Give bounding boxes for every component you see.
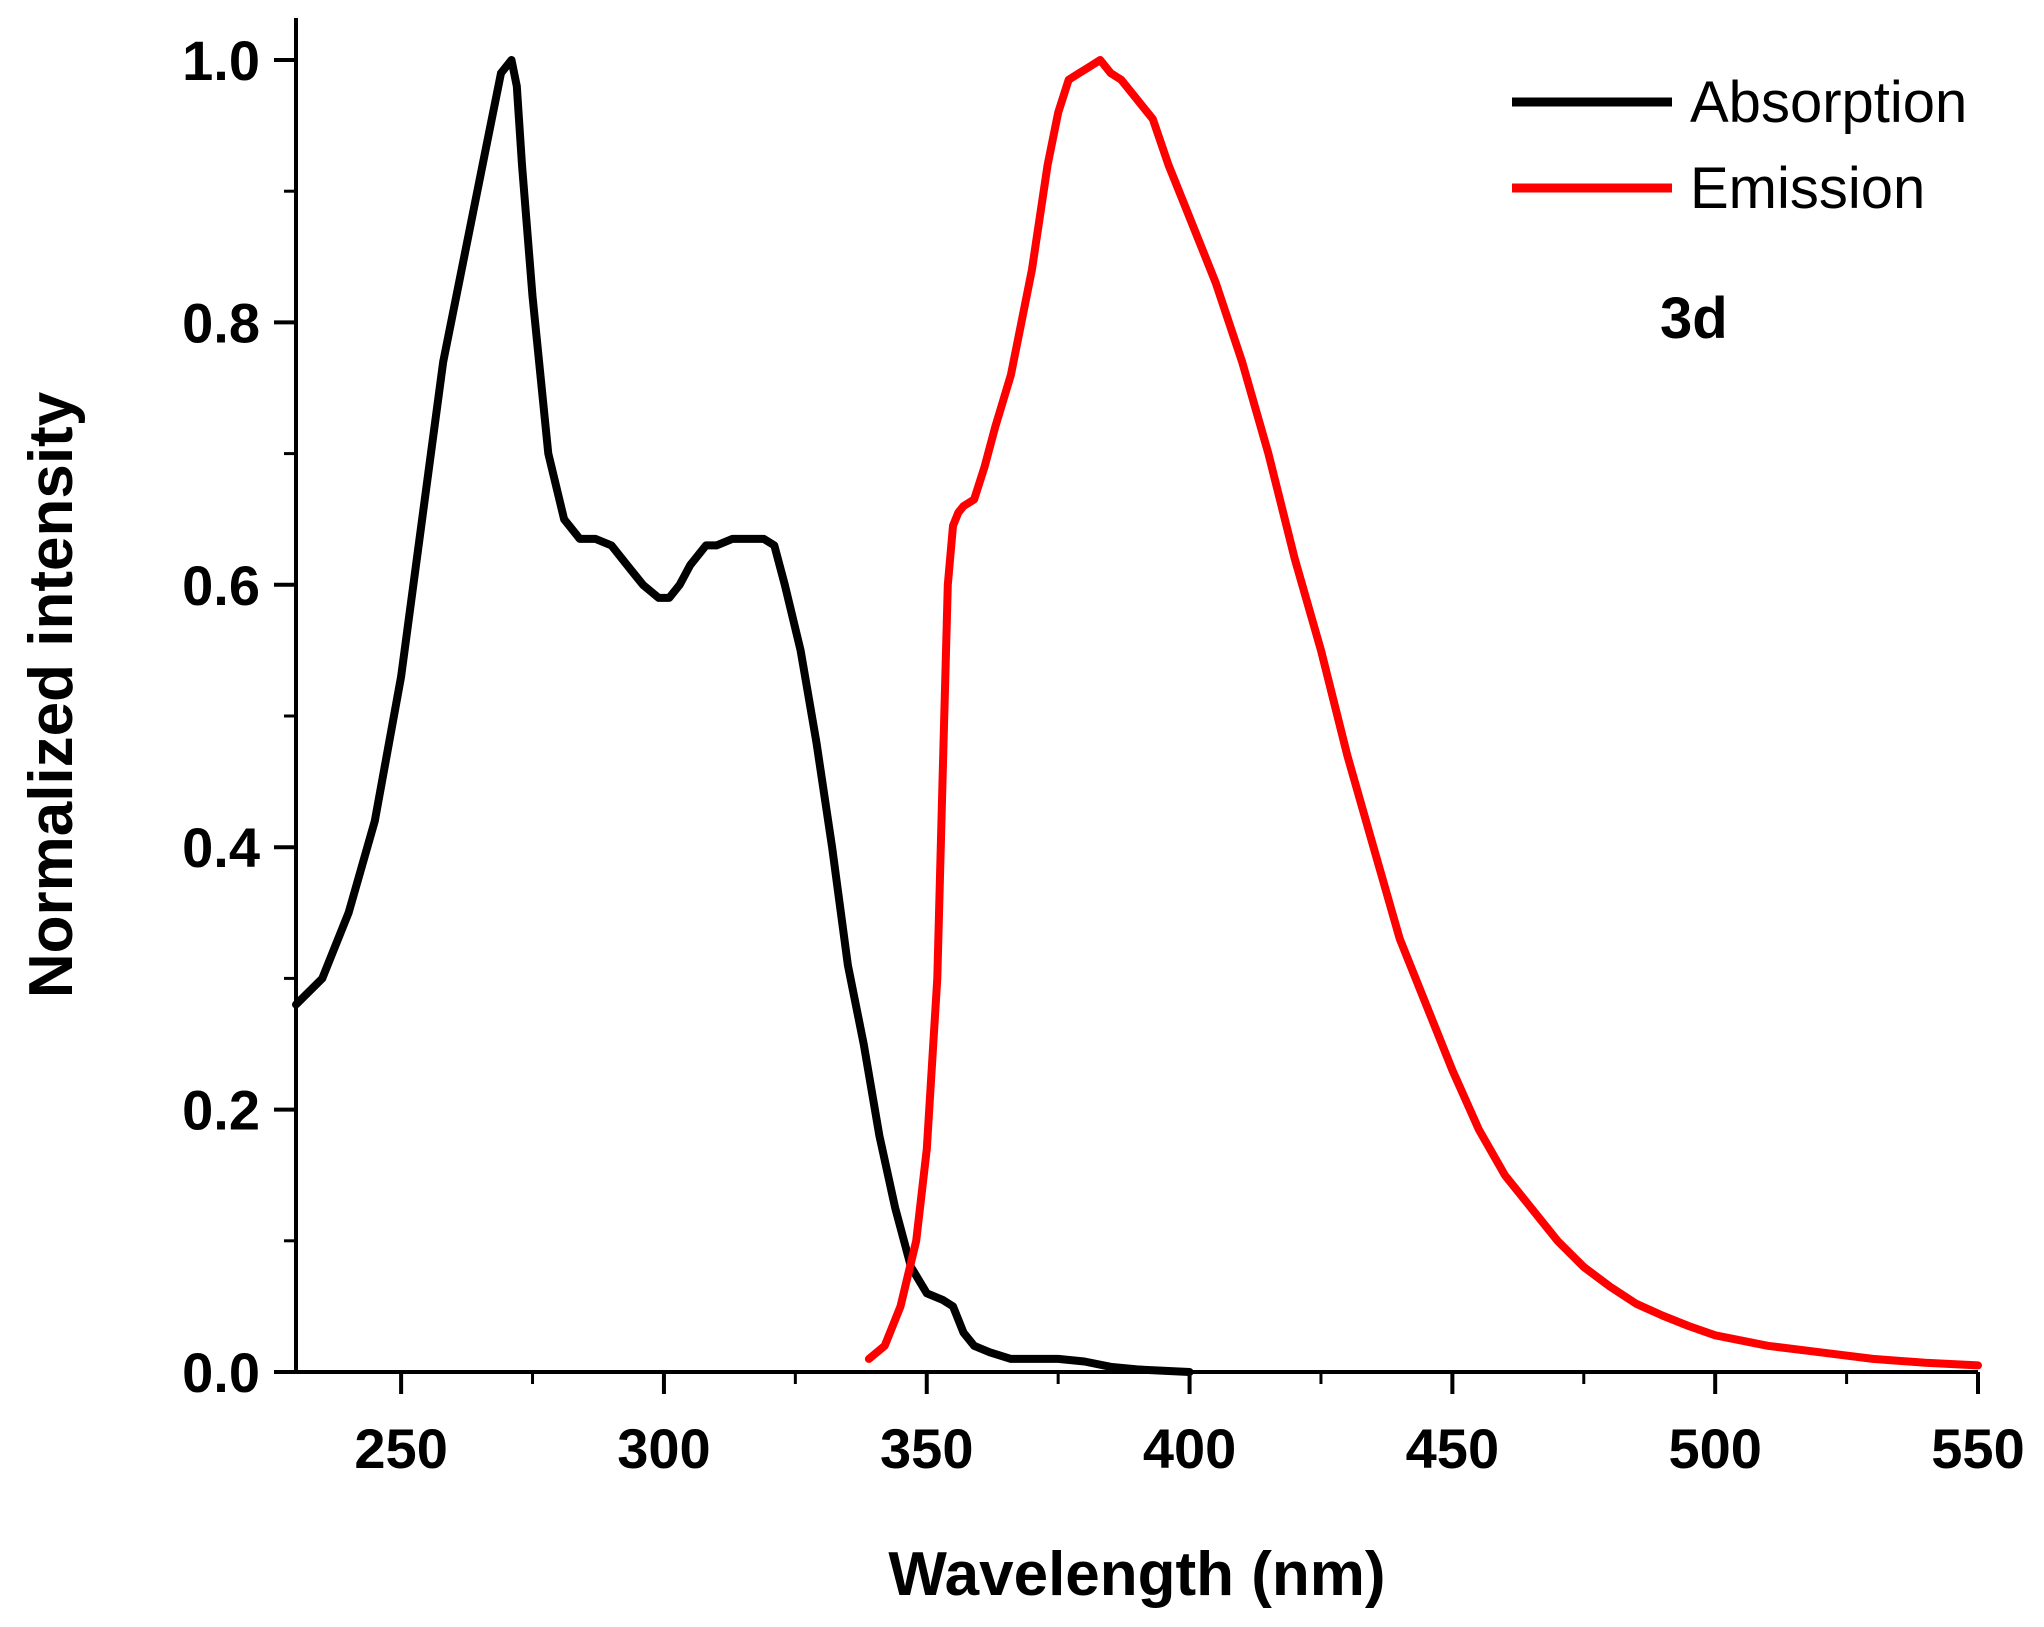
y-axis-title: Normalized intensity (17, 391, 86, 998)
y-tick-label-0.6: 0.6 (182, 554, 260, 617)
series-lines (292, 56, 1982, 1376)
x-tick-label-300: 300 (617, 1417, 710, 1480)
series-line-emission (864, 56, 1982, 1370)
x-tick-label-350: 350 (880, 1417, 973, 1480)
y-tick-label-0.2: 0.2 (182, 1079, 260, 1142)
x-axis-title: Wavelength (nm) (888, 1540, 1385, 1609)
legend-label-absorption: Absorption (1690, 70, 1967, 135)
y-tick-label-0: 0.0 (182, 1341, 260, 1404)
x-tick-label-550: 550 (1931, 1417, 2024, 1480)
series-line-absorption (292, 56, 1194, 1376)
y-tick-label-0.8: 0.8 (182, 291, 260, 354)
axes (294, 18, 1978, 1374)
x-tick-label-450: 450 (1406, 1417, 1499, 1480)
x-tick-label-400: 400 (1143, 1417, 1236, 1480)
y-tick-label-1: 1.0 (182, 29, 260, 92)
legend: Absorption Emission (1512, 70, 1967, 221)
x-tick-label-250: 250 (354, 1417, 447, 1480)
compound-label: 3d (1660, 286, 1728, 351)
ticks: 250 300 350 400 450 500 550 0.0 0.2 0.4 0.6 0.8 1.0 (182, 29, 2025, 1480)
y-tick-label-0.4: 0.4 (182, 816, 260, 879)
legend-label-emission: Emission (1690, 156, 1925, 221)
x-tick-label-500: 500 (1668, 1417, 1761, 1480)
